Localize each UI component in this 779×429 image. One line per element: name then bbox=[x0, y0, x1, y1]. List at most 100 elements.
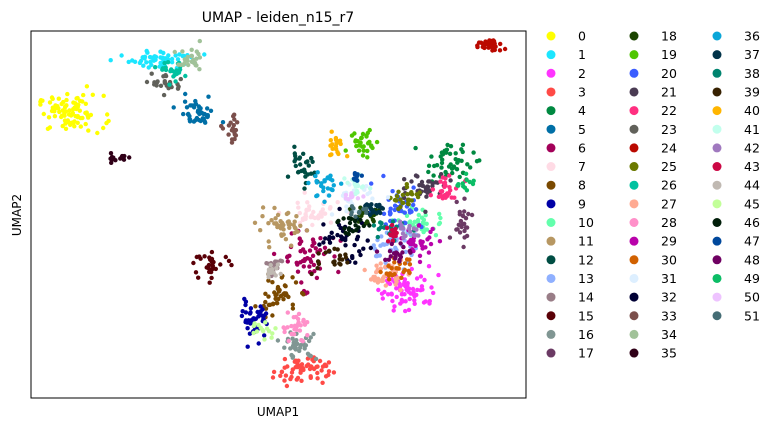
cluster-15-point bbox=[191, 260, 196, 266]
cluster-32-point bbox=[361, 246, 366, 251]
cluster-49-point bbox=[471, 178, 476, 183]
cluster-5-point bbox=[181, 111, 186, 117]
cluster-30-point bbox=[407, 270, 412, 275]
legend-marker bbox=[629, 329, 639, 339]
cluster-5-point bbox=[205, 113, 210, 118]
cluster-3-point bbox=[311, 366, 317, 372]
legend-item-17: 17 bbox=[546, 346, 594, 361]
cluster-1-point bbox=[181, 53, 187, 59]
cluster-5-point bbox=[187, 119, 193, 124]
cluster-0-point bbox=[75, 114, 81, 119]
cluster-17-point bbox=[469, 212, 475, 218]
cluster-29-point bbox=[426, 250, 432, 255]
cluster-1-point bbox=[145, 50, 150, 55]
cluster-8-point bbox=[270, 313, 275, 318]
legend-label: 23 bbox=[661, 122, 677, 137]
legend-item-1: 1 bbox=[546, 47, 586, 62]
legend-marker bbox=[546, 218, 556, 227]
cluster-44-point bbox=[278, 271, 283, 277]
cluster-8-point bbox=[293, 280, 299, 285]
legend-item-21: 21 bbox=[629, 84, 677, 99]
cluster-0-point bbox=[49, 108, 55, 114]
legend-marker bbox=[712, 180, 722, 190]
cluster-8-point bbox=[263, 291, 268, 296]
legend-marker bbox=[712, 292, 722, 302]
cluster-31-point bbox=[344, 204, 349, 209]
cluster-0-points bbox=[38, 84, 111, 136]
cluster-30-point bbox=[399, 275, 404, 280]
legend-marker bbox=[629, 199, 639, 209]
cluster-41-point bbox=[345, 180, 350, 185]
cluster-16-point bbox=[307, 353, 312, 358]
cluster-29-point bbox=[418, 241, 423, 246]
cluster-27-point bbox=[398, 287, 403, 293]
legend-label: 15 bbox=[578, 308, 594, 323]
legend-marker bbox=[546, 143, 556, 153]
legend-marker bbox=[712, 273, 722, 283]
cluster-8-point bbox=[284, 293, 289, 298]
cluster-0-point bbox=[56, 96, 61, 101]
legend-marker bbox=[546, 124, 556, 134]
cluster-42-point bbox=[412, 233, 417, 238]
cluster-37-point bbox=[368, 205, 373, 211]
legend-label: 0 bbox=[578, 29, 586, 44]
cluster-0-point bbox=[49, 95, 55, 100]
cluster-15-point bbox=[229, 262, 234, 268]
legend-marker bbox=[712, 106, 722, 116]
cluster-19-point bbox=[365, 130, 370, 136]
cluster-0-point bbox=[88, 112, 94, 118]
cluster-8-point bbox=[290, 302, 295, 307]
cluster-48-point bbox=[407, 248, 412, 254]
cluster-46-point bbox=[348, 216, 354, 221]
cluster-47-point bbox=[359, 173, 364, 178]
cluster-39-point bbox=[340, 257, 345, 262]
cluster-3-point bbox=[326, 369, 332, 374]
cluster-16-point bbox=[297, 345, 303, 350]
legend-item-19: 19 bbox=[629, 47, 677, 62]
cluster-5-point bbox=[220, 120, 226, 125]
cluster-0-point bbox=[47, 100, 53, 105]
cluster-0-point bbox=[86, 128, 91, 133]
cluster-24-point bbox=[497, 48, 503, 53]
cluster-48-point bbox=[388, 254, 393, 259]
cluster-7-point bbox=[308, 215, 313, 220]
cluster-8-point bbox=[281, 292, 286, 297]
cluster-9-point bbox=[247, 311, 253, 316]
legend-label: 29 bbox=[661, 234, 677, 249]
cluster-17-point bbox=[466, 211, 471, 217]
cluster-6-point bbox=[307, 257, 313, 262]
cluster-2-point bbox=[422, 277, 427, 283]
legend-item-44: 44 bbox=[712, 178, 760, 193]
cluster-6-point bbox=[312, 269, 317, 274]
cluster-25-point bbox=[396, 206, 401, 212]
cluster-2-point bbox=[387, 281, 393, 287]
legend-item-41: 41 bbox=[712, 122, 760, 137]
legend-marker bbox=[712, 162, 722, 172]
cluster-32-point bbox=[343, 243, 348, 248]
cluster-2-point bbox=[391, 308, 396, 313]
cluster-50-point bbox=[355, 196, 361, 201]
cluster-29-point bbox=[420, 246, 425, 251]
cluster-20-point bbox=[392, 207, 397, 213]
cluster-5-point bbox=[188, 103, 193, 108]
cluster-22-point bbox=[442, 180, 448, 185]
legend-label: 13 bbox=[578, 271, 594, 286]
cluster-9-point bbox=[261, 313, 267, 318]
cluster-36-point bbox=[306, 180, 311, 186]
cluster-32-point bbox=[321, 222, 326, 227]
cluster-5-point bbox=[182, 99, 188, 104]
cluster-49-point bbox=[460, 181, 465, 186]
cluster-36-point bbox=[322, 179, 327, 184]
cluster-27-point bbox=[374, 263, 379, 268]
cluster-46-point bbox=[358, 217, 363, 223]
legend-label: 17 bbox=[578, 346, 594, 361]
cluster-34-point bbox=[189, 53, 195, 59]
cluster-17-point bbox=[454, 227, 459, 232]
legend-label: 45 bbox=[744, 196, 760, 211]
legend-label: 14 bbox=[578, 290, 594, 305]
cluster-30-point bbox=[378, 269, 383, 275]
cluster-51-points bbox=[349, 204, 369, 219]
cluster-0-point bbox=[62, 113, 67, 118]
cluster-2-point bbox=[390, 298, 395, 304]
cluster-6-point bbox=[295, 262, 300, 267]
